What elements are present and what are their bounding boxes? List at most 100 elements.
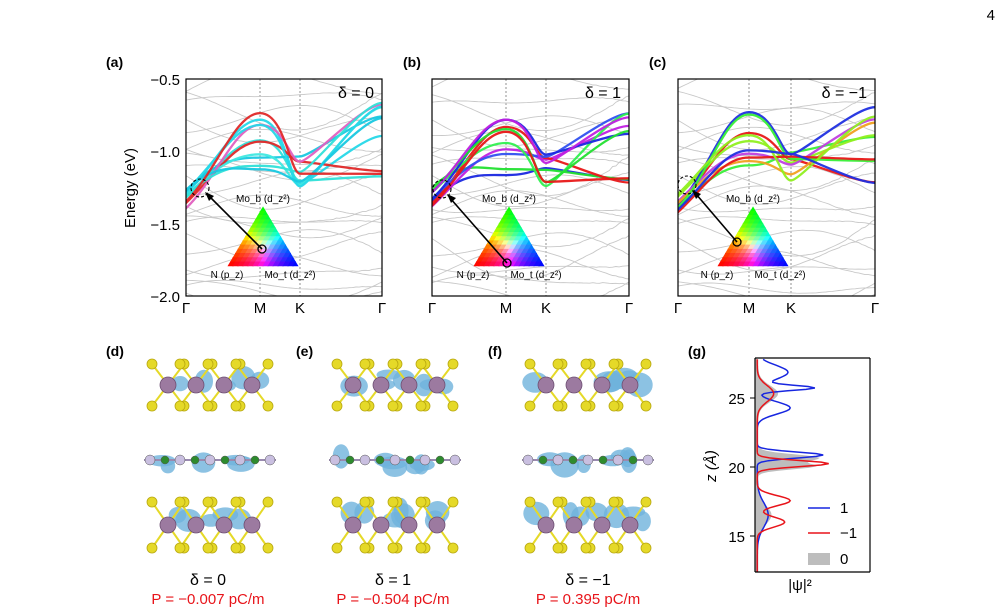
dashed-circle bbox=[432, 179, 452, 199]
si-atom bbox=[387, 496, 399, 508]
si-atom bbox=[359, 454, 371, 466]
g-axis-label: z (Å) bbox=[703, 450, 720, 483]
color-triangle-c bbox=[717, 206, 789, 267]
si-atom bbox=[264, 454, 276, 466]
si-atom bbox=[419, 454, 431, 466]
si-atom bbox=[524, 358, 536, 370]
n-atom bbox=[628, 455, 638, 465]
grey-band bbox=[432, 274, 629, 285]
si-atom bbox=[331, 400, 343, 412]
si-atom bbox=[524, 400, 536, 412]
arrow-line bbox=[695, 193, 738, 243]
xtick-gamma: Γ bbox=[182, 300, 190, 317]
si-atom bbox=[415, 542, 427, 554]
grey-bands-a bbox=[186, 79, 382, 296]
si-atom bbox=[146, 400, 158, 412]
n-atom bbox=[405, 455, 415, 465]
grey-band bbox=[186, 216, 382, 223]
grey-band bbox=[678, 293, 875, 296]
g-ytick-label: 25 bbox=[728, 391, 745, 408]
mo-atom bbox=[428, 376, 446, 394]
isosurface-blob bbox=[414, 373, 434, 397]
grey-band bbox=[678, 107, 875, 134]
mo-atom bbox=[593, 516, 611, 534]
si-atom bbox=[146, 542, 158, 554]
n-atom bbox=[568, 455, 578, 465]
g-legend: 1 −1 0 bbox=[808, 500, 857, 568]
isosurface-blob bbox=[585, 502, 608, 522]
polarization-e: P = −0.504 pC/m bbox=[336, 591, 449, 608]
projected-band bbox=[432, 116, 629, 194]
ytick-label: −0.5 bbox=[150, 72, 180, 89]
grey-band bbox=[432, 115, 629, 137]
si-atom bbox=[204, 454, 216, 466]
n-atom bbox=[598, 455, 608, 465]
n-atom bbox=[375, 455, 385, 465]
si-atom bbox=[580, 400, 592, 412]
grey-band bbox=[432, 94, 629, 131]
delta-label-f: δ = −1 bbox=[565, 572, 610, 589]
n-atom bbox=[345, 455, 355, 465]
grey-band bbox=[186, 91, 382, 131]
mo-atom bbox=[621, 376, 639, 394]
triangle-marker bbox=[257, 244, 267, 254]
band-panel-a bbox=[185, 78, 383, 297]
xtick-gamma: Γ bbox=[871, 300, 879, 317]
grey-band bbox=[186, 172, 382, 210]
legend-label: 0 bbox=[840, 551, 848, 568]
charge-density-structure-e bbox=[329, 358, 461, 554]
grey-band bbox=[678, 101, 875, 110]
grey-band bbox=[186, 194, 382, 217]
si-atom bbox=[524, 496, 536, 508]
triangle-cell bbox=[749, 206, 757, 212]
mo-atom bbox=[159, 516, 177, 534]
si-atom bbox=[522, 454, 534, 466]
projected-band bbox=[678, 115, 875, 196]
grey-bands-c bbox=[678, 79, 875, 296]
mo-atom bbox=[400, 376, 418, 394]
si-atom bbox=[174, 400, 186, 412]
si-atom bbox=[640, 400, 652, 412]
triangle-label-top-b: Mo_b (d_z²) bbox=[482, 194, 536, 205]
g-ytick-label: 15 bbox=[728, 529, 745, 546]
si-atom bbox=[447, 358, 459, 370]
grey-band bbox=[432, 97, 629, 104]
si-atom bbox=[415, 496, 427, 508]
panel-a-label: (a) bbox=[106, 54, 123, 70]
delta-label-b: δ = 1 bbox=[585, 85, 621, 102]
polarization-d: P = −0.007 pC/m bbox=[151, 591, 264, 608]
grey-band bbox=[678, 172, 875, 205]
mo-atom bbox=[593, 376, 611, 394]
grey-band bbox=[186, 229, 382, 255]
triangle-label-left-c: N (p_z) bbox=[701, 270, 734, 281]
g-xaxis-label: |ψ|² bbox=[788, 577, 811, 594]
grey-band bbox=[186, 152, 382, 182]
si-atom bbox=[146, 496, 158, 508]
si-atom bbox=[359, 358, 371, 370]
si-atom bbox=[582, 454, 594, 466]
grey-band bbox=[678, 282, 875, 294]
ytick-label: −1.5 bbox=[150, 217, 180, 234]
si-atom bbox=[447, 400, 459, 412]
grey-band bbox=[432, 216, 629, 224]
psi-curve-zero bbox=[755, 358, 820, 572]
grey-band bbox=[186, 104, 382, 134]
mo-atom bbox=[537, 516, 555, 534]
psi-curves bbox=[755, 358, 829, 572]
si-atom bbox=[449, 454, 461, 466]
color-triangle-a bbox=[227, 206, 299, 267]
page-number: 4 bbox=[987, 7, 995, 24]
mo-atom bbox=[537, 376, 555, 394]
arrow-head bbox=[205, 192, 214, 201]
mo-atom bbox=[187, 516, 205, 534]
color-triangle-b bbox=[473, 206, 545, 267]
xtick-gamma: Γ bbox=[378, 300, 386, 317]
si-atom bbox=[640, 358, 652, 370]
si-atom bbox=[608, 496, 620, 508]
projected-band bbox=[186, 111, 382, 203]
si-atom bbox=[331, 542, 343, 554]
arrow-line bbox=[208, 195, 263, 250]
grey-band bbox=[678, 266, 875, 275]
si-atom bbox=[552, 542, 564, 554]
mo-atom bbox=[344, 376, 362, 394]
